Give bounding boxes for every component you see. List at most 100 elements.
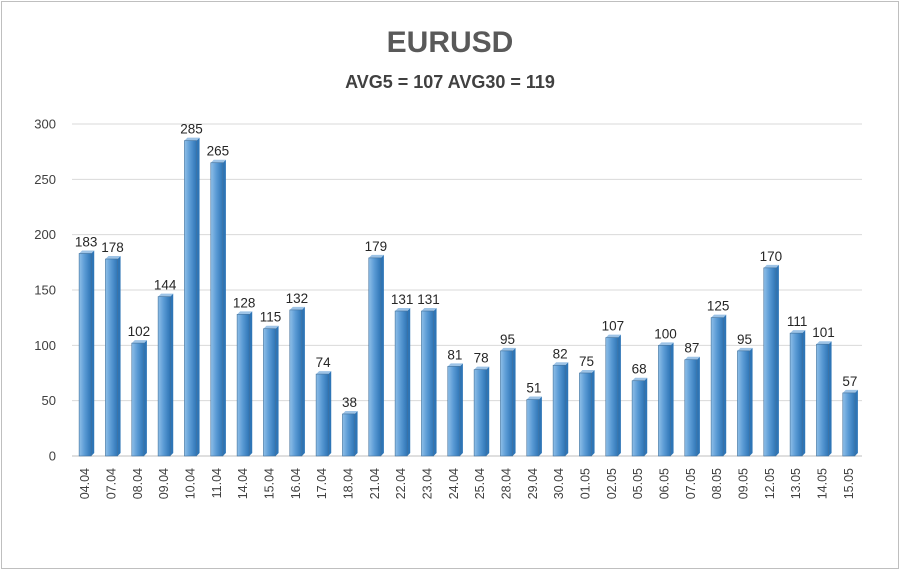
bar-06.05 (658, 342, 674, 457)
bar-09.05 (737, 347, 753, 457)
bar-front (473, 369, 487, 457)
data-label: 183 (75, 234, 98, 249)
bar-front (816, 343, 829, 457)
bar-front (842, 392, 856, 457)
x-tick-label: 14.05 (816, 468, 830, 499)
y-tick-label: 300 (34, 117, 56, 132)
bar-front (658, 345, 671, 457)
x-tick-label: 25.04 (473, 468, 487, 499)
data-label: 75 (579, 354, 594, 369)
bar-07.05 (684, 356, 700, 457)
data-label: 179 (365, 239, 388, 254)
bar-top (237, 311, 253, 315)
bar-top (342, 410, 358, 414)
data-label: 101 (812, 325, 835, 340)
x-tick-label: 24.04 (447, 468, 461, 499)
data-label: 95 (737, 332, 752, 347)
x-tick-label: 07.04 (105, 468, 119, 499)
x-tick-label: 30.04 (552, 468, 566, 499)
x-tick-label: 22.04 (394, 468, 408, 499)
bar-10.04 (184, 137, 200, 457)
bar-top (500, 347, 516, 351)
data-label: 102 (128, 324, 151, 339)
gridlines (72, 123, 862, 457)
bar-front (552, 364, 566, 457)
bar-side (538, 396, 542, 456)
bar-side (854, 389, 858, 456)
bar-top (632, 377, 648, 381)
x-tick-label: 13.05 (789, 468, 803, 499)
data-label: 78 (474, 351, 489, 366)
bar-16.04 (289, 306, 305, 457)
bar-13.05 (789, 330, 806, 457)
bar-21.04 (368, 254, 384, 457)
x-tick-label: 15.04 (263, 468, 277, 499)
bar-30.04 (552, 362, 569, 457)
bar-side (775, 264, 779, 456)
bar-side (117, 256, 121, 456)
x-tick-label: 16.04 (289, 468, 303, 499)
bar-side (275, 325, 279, 456)
bar-25.04 (473, 366, 490, 457)
bar-05.05 (631, 377, 648, 457)
bar-front (289, 309, 303, 457)
bar-front (631, 380, 645, 457)
x-tick-label: 09.04 (157, 468, 171, 499)
bar-front (157, 296, 171, 457)
bar-top (395, 308, 411, 312)
bar-side (249, 311, 253, 456)
bar-side (222, 159, 226, 456)
data-label: 132 (286, 291, 309, 306)
data-label: 107 (602, 319, 625, 334)
bar-side (617, 334, 621, 456)
bar-02.05 (605, 334, 621, 457)
x-tick-label: 09.05 (737, 468, 751, 499)
bar-front (579, 372, 592, 457)
y-axis-ticks: 0 50 100 150 200 250 300 (34, 117, 56, 464)
bar-top (131, 340, 147, 344)
bar-front (605, 337, 619, 457)
bar-top (711, 314, 727, 318)
data-label: 57 (842, 374, 857, 389)
bar-top (421, 308, 437, 312)
bar-side (644, 377, 648, 456)
x-tick-label: 08.04 (131, 468, 145, 499)
bar-24.04 (447, 363, 463, 457)
bar-top (105, 256, 121, 260)
data-label: 87 (684, 341, 699, 356)
data-label: 74 (316, 355, 332, 370)
bar-side (380, 254, 384, 456)
data-label: 285 (180, 122, 203, 137)
bar-08.04 (131, 340, 147, 457)
data-label: 178 (101, 240, 124, 255)
bar-17.04 (315, 371, 332, 457)
y-tick-label: 250 (34, 172, 56, 187)
x-tick-label: 01.05 (579, 468, 593, 499)
bar-top (184, 137, 200, 141)
bar-15.04 (263, 325, 279, 457)
bar-top (158, 293, 174, 297)
bar-front (421, 310, 434, 457)
y-tick-label: 200 (34, 227, 56, 242)
data-label: 81 (447, 347, 462, 362)
data-label: 128 (233, 295, 256, 310)
bars (78, 137, 858, 457)
bar-top (368, 254, 384, 258)
bar-front (763, 267, 777, 457)
bar-top (579, 370, 595, 373)
bar-side (433, 308, 437, 456)
bar-08.05 (710, 314, 727, 457)
bar-side (91, 250, 95, 456)
bar-front (368, 257, 382, 457)
bar-side (301, 306, 305, 456)
y-tick-label: 100 (34, 338, 56, 353)
bar-top (474, 366, 490, 370)
bar-side (591, 370, 595, 456)
x-tick-label: 28.04 (500, 468, 514, 499)
bar-side (328, 371, 332, 456)
bar-side (486, 366, 490, 456)
bar-front (236, 314, 250, 457)
bar-07.04 (105, 256, 121, 457)
bar-top (658, 342, 674, 346)
